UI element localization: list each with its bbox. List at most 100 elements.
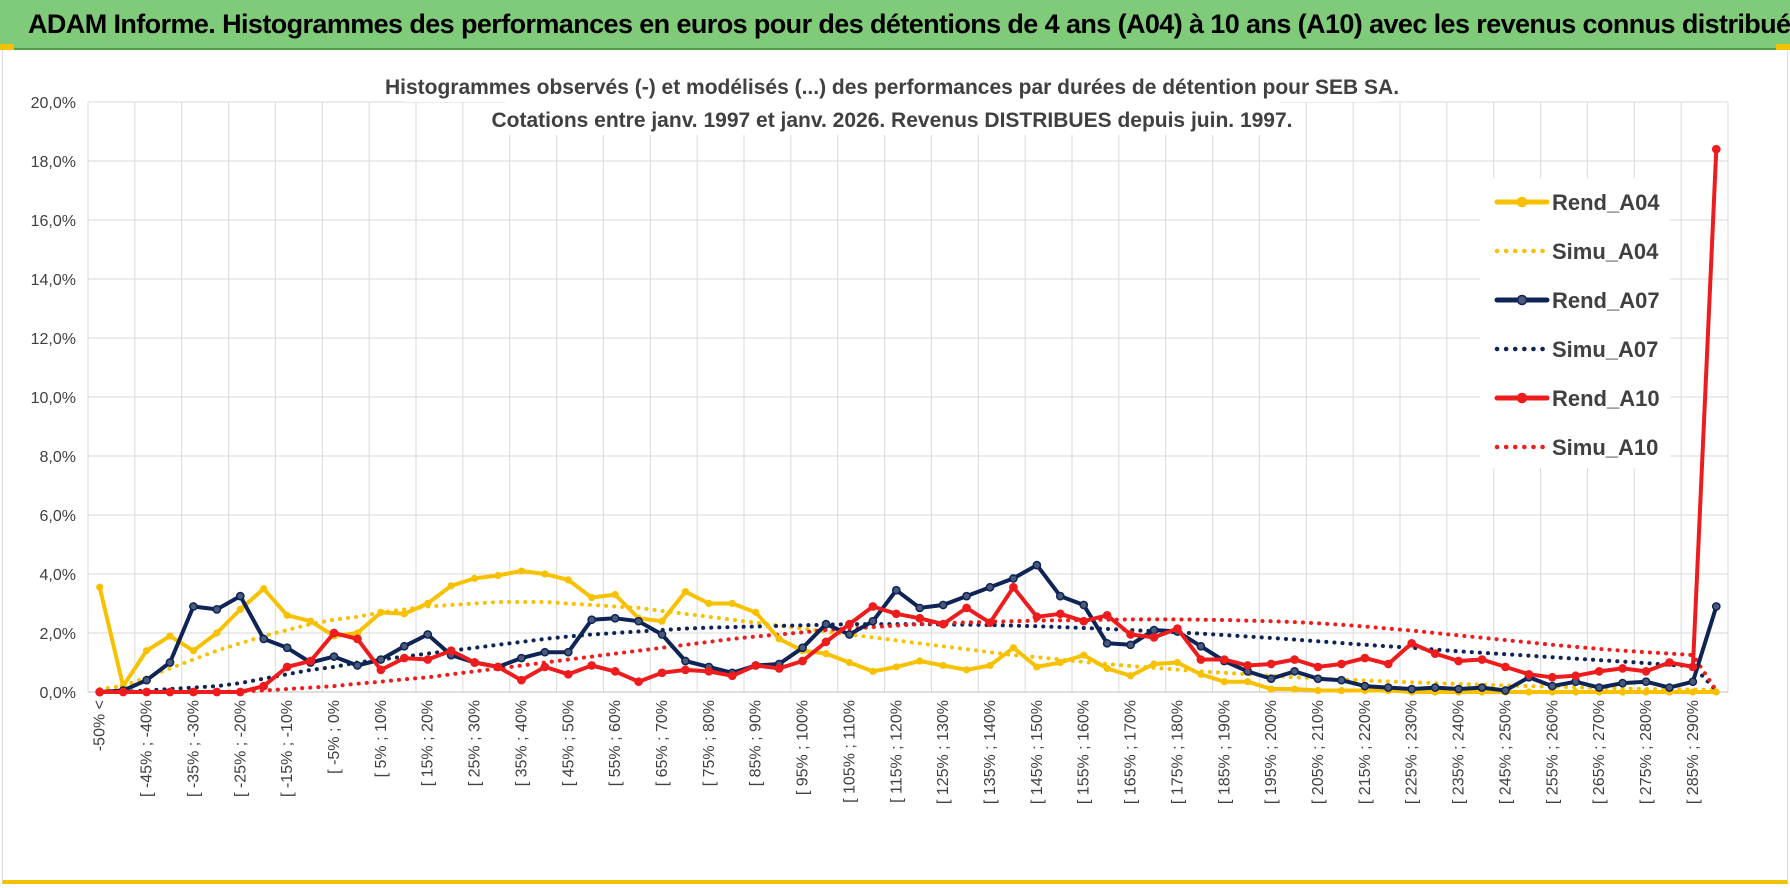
data-point-rend-a07	[1313, 674, 1323, 684]
x-tick-label: -50% <	[92, 700, 109, 751]
series-line-rend-a04	[97, 569, 1719, 694]
data-point-rend-a04	[1080, 651, 1088, 659]
x-tick-label: [ 265% ; 270%	[1591, 700, 1608, 804]
x-tick-label: [ 155% ; 160%	[1076, 700, 1093, 804]
data-point-rend-a10	[1032, 612, 1042, 622]
data-point-rend-a07	[1126, 640, 1135, 650]
data-point-rend-a10	[868, 602, 878, 611]
data-point-rend-a10	[1009, 582, 1018, 592]
data-point-rend-a07	[868, 616, 878, 626]
data-point-rend-a07	[165, 658, 175, 667]
data-point-rend-a04	[916, 657, 924, 665]
chart-title: Histogrammes observés (-) et modélisés (…	[385, 68, 1399, 135]
data-point-rend-a04	[1009, 644, 1018, 652]
data-point-rend-a10	[1266, 659, 1276, 669]
data-point-rend-a10	[1665, 658, 1674, 667]
data-point-rend-a07	[259, 634, 269, 644]
data-point-rend-a04	[1197, 670, 1205, 678]
data-point-rend-a07	[353, 661, 362, 670]
chart-frame	[2, 50, 1788, 884]
data-point-rend-a04	[1618, 688, 1627, 696]
data-point-rend-a07	[1009, 574, 1018, 583]
data-point-rend-a10	[235, 687, 245, 697]
data-point-rend-a10	[1313, 662, 1323, 672]
data-point-rend-a07	[845, 630, 854, 639]
y-tick-label: 6,0%	[40, 508, 76, 525]
x-tick-label: [ -5% ; 0%	[326, 700, 343, 774]
y-tick-label: 4,0%	[40, 567, 76, 584]
data-point-rend-a04	[1267, 685, 1275, 693]
data-point-rend-a07	[962, 591, 971, 601]
data-point-rend-a10	[353, 634, 362, 644]
data-point-rend-a07	[1688, 677, 1698, 687]
data-point-rend-a07	[212, 605, 222, 614]
data-point-rend-a04	[541, 570, 549, 578]
data-point-rend-a07	[563, 647, 573, 657]
data-point-rend-a04	[1642, 688, 1650, 696]
data-point-rend-a07	[1547, 681, 1557, 691]
data-point-rend-a10	[985, 618, 995, 628]
data-point-rend-a04	[588, 594, 596, 602]
data-point-rend-a10	[1594, 667, 1604, 676]
data-point-rend-a10	[306, 656, 315, 666]
data-point-rend-a07	[1711, 602, 1721, 611]
data-point-rend-a10	[1290, 655, 1299, 664]
data-point-rend-a04	[1056, 658, 1064, 667]
data-point-rend-a07	[399, 641, 409, 651]
data-point-rend-a10	[587, 661, 597, 670]
data-point-rend-a04	[1314, 686, 1322, 695]
data-point-rend-a10	[376, 665, 386, 675]
data-point-rend-a10	[962, 603, 971, 613]
x-tick-label: [ 65% ; 70%	[654, 700, 671, 786]
data-point-rend-a07	[1407, 684, 1417, 694]
data-point-rend-a10	[1126, 630, 1135, 639]
data-point-rend-a04	[1220, 678, 1228, 686]
data-point-rend-a07	[1454, 684, 1463, 694]
x-tick-label: [ 235% ; 240%	[1451, 700, 1468, 804]
legend-marker	[1516, 392, 1528, 404]
chart-title-line1: Histogrammes observés (-) et modélisés (…	[385, 76, 1399, 99]
data-point-rend-a04	[494, 571, 502, 580]
legend: Rend_A04 Simu_A04 Rend_A07 Simu_A07 Rend_A10…	[1480, 178, 1670, 468]
data-point-rend-a10	[446, 646, 456, 656]
data-point-rend-a07	[1665, 683, 1674, 692]
data-point-rend-a10	[774, 664, 784, 673]
data-point-rend-a10	[1219, 655, 1229, 664]
legend-label: Rend_A04	[1552, 190, 1660, 215]
x-tick-label: [ 55% ; 60%	[607, 700, 624, 786]
data-point-rend-a07	[1079, 600, 1089, 610]
x-axis: -50% < [ -45% ; -40% [ -35% ; -30% [ -25% ;…	[92, 700, 1702, 804]
page-title: ADAM Informe. Histogrammes des performan…	[28, 9, 1790, 39]
data-point-rend-a07	[915, 603, 925, 613]
data-point-rend-a04	[1712, 688, 1720, 696]
y-tick-label: 20,0%	[31, 95, 76, 112]
data-point-rend-a10	[212, 687, 222, 697]
data-point-rend-a04	[869, 667, 877, 675]
series-line-simu-a10	[97, 617, 1719, 694]
data-point-rend-a04	[986, 661, 994, 670]
data-point-rend-a10	[681, 665, 690, 675]
data-point-rend-a10	[517, 675, 526, 685]
x-tick-label: [ 95% ; 100%	[795, 700, 812, 795]
y-tick-label: 16,0%	[31, 213, 76, 230]
data-point-rend-a04	[353, 629, 362, 637]
x-tick-label: [ 5% ; 10%	[373, 700, 390, 777]
chart-subtitle-backdrop	[505, 101, 1280, 135]
data-point-rend-a04	[752, 608, 760, 616]
data-point-rend-a07	[1618, 678, 1627, 688]
x-tick-label: [ 45% ; 50%	[560, 700, 577, 786]
data-point-rend-a07	[1102, 638, 1112, 648]
data-point-rend-a04	[822, 650, 830, 658]
data-point-rend-a10	[704, 667, 714, 676]
data-point-rend-a10	[1430, 649, 1440, 659]
data-point-rend-a04	[728, 599, 736, 608]
x-tick-label: [ 195% ; 200%	[1263, 700, 1280, 804]
x-tick-label: [ 85% ; 90%	[748, 700, 765, 786]
data-point-rend-a10	[1196, 655, 1206, 664]
data-point-rend-a07	[634, 616, 643, 626]
data-point-rend-a10	[1501, 662, 1510, 672]
data-point-rend-a07	[189, 602, 198, 611]
x-tick-label: [ 105% ; 110%	[841, 700, 858, 803]
data-point-rend-a10	[1477, 655, 1487, 664]
